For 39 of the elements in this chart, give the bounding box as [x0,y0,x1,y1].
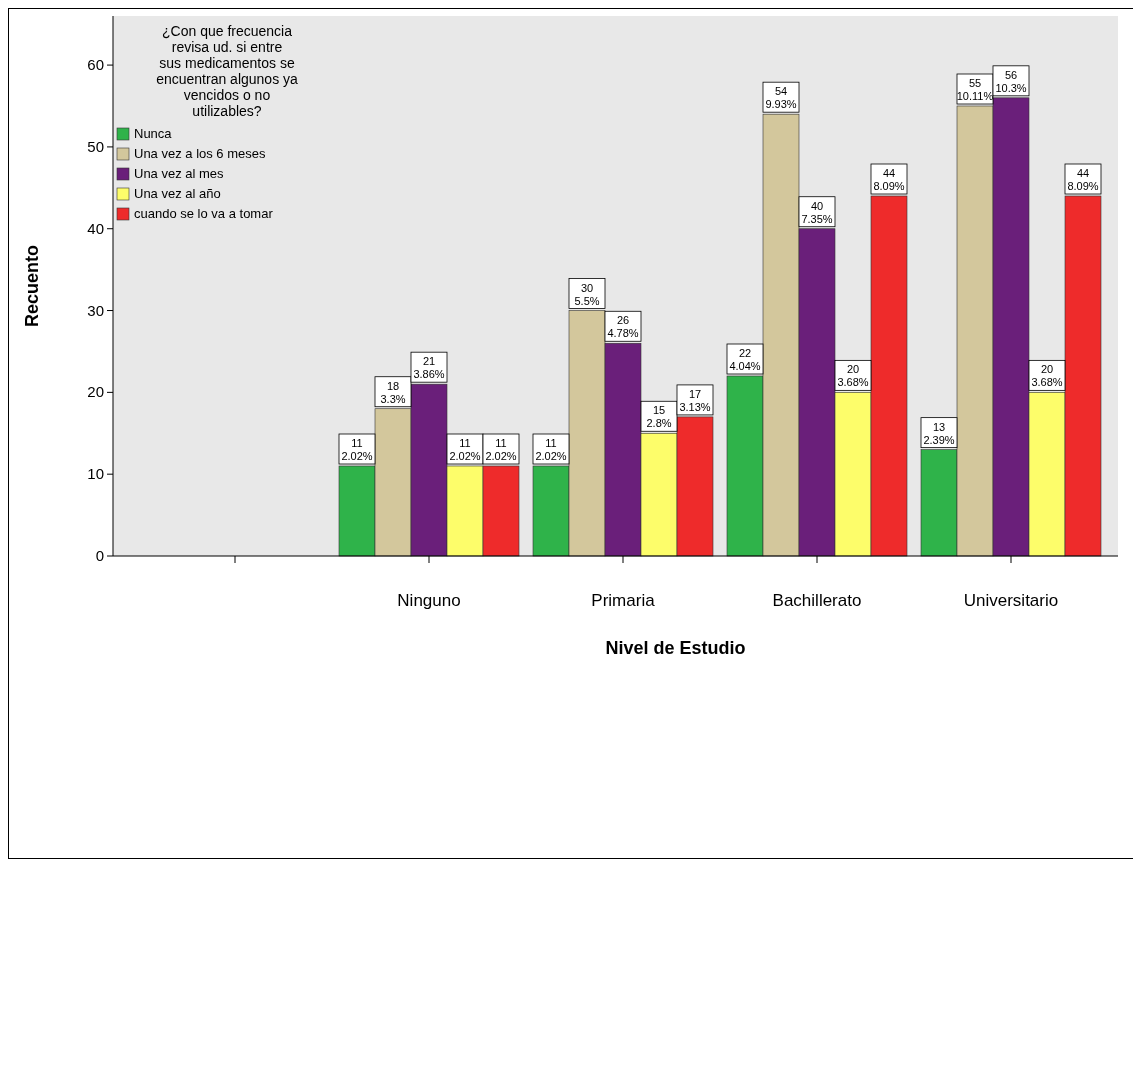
y-tick-label: 0 [95,547,104,564]
y-tick-label: 60 [87,56,104,74]
data-label: 54 9.93% [765,85,797,111]
legend-label: Una vez al mes [134,166,225,181]
legend-label: Una vez al año [134,186,221,201]
legend-title: ¿Con que frecuencia revisa ud. si entre sus medicamentos se encuentran algunos ya vencidos o no utilizables? [156,23,299,119]
y-tick-label: 10 [87,465,104,483]
x-tick-label: Ninguno [397,591,461,610]
data-label: 55 10.11% [956,77,994,102]
data-label: 26 4.78% [607,314,639,340]
x-tick-label: Bachillerato [772,591,862,610]
x-tick-label: Universitario [963,591,1059,610]
x-tick-label: Primaria [591,591,656,610]
data-label: 21 3.86% [413,355,445,381]
data-label: 17 3.13% [679,387,711,413]
data-label: 11 2.02% [341,437,373,462]
data-label: 15 2.8% [646,404,672,430]
data-label: 20 3.68% [1031,363,1063,389]
y-tick-label: 20 [87,383,104,401]
y-tick-label: 50 [87,137,104,155]
data-label: 44 8.09% [873,167,905,192]
x-axis-title: Nivel de Estudio [605,638,746,658]
data-label: 11 2.02% [449,437,481,462]
data-label: 44 8.09% [1067,167,1099,192]
data-label: 11 2.02% [485,437,517,462]
data-label: 22 4.04% [729,347,761,372]
y-tick-label: 30 [87,301,104,319]
data-label: 20 3.68% [837,363,869,389]
legend-label: cuando se lo va a tomar [134,206,274,221]
data-label: 30 5.5% [574,281,600,307]
legend-label: Nunca [134,126,173,141]
data-label: 13 2.39% [923,420,955,446]
data-label: 56 10.3% [995,68,1027,94]
data-label: 11 2.02% [535,437,567,462]
y-axis-title: Recuento [22,244,42,328]
data-label: 18 3.3% [380,379,406,405]
y-tick-label: 40 [87,219,104,237]
legend-label: Una vez a los 6 meses [134,146,266,161]
data-label: 40 7.35% [801,199,833,225]
